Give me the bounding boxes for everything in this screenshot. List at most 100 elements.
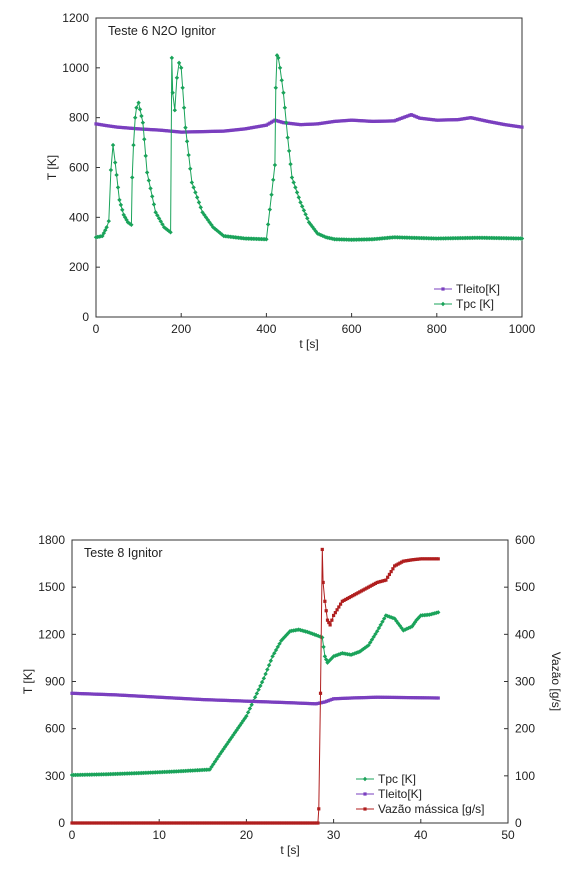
y2-tick-label: 500 — [515, 580, 535, 594]
data-point — [266, 662, 272, 668]
data-point — [338, 602, 343, 606]
data-point — [265, 667, 270, 672]
data-point — [70, 691, 74, 695]
data-point — [271, 177, 276, 183]
data-point — [380, 619, 385, 624]
data-point — [183, 821, 187, 825]
data-point — [286, 148, 292, 154]
data-point — [114, 172, 119, 178]
data-point — [277, 641, 282, 646]
data-point — [250, 699, 254, 703]
data-point — [398, 695, 402, 700]
data-point — [153, 128, 157, 132]
data-point — [401, 628, 406, 633]
data-point — [406, 696, 411, 700]
data-point — [286, 821, 290, 825]
data-point — [417, 557, 421, 561]
data-point — [417, 614, 422, 620]
data-point — [270, 700, 275, 704]
data-point — [251, 699, 255, 704]
data-point — [254, 691, 260, 696]
data-point — [186, 130, 190, 134]
data-point — [323, 599, 327, 603]
data-point — [403, 559, 407, 563]
data-point — [202, 821, 207, 825]
data-point — [122, 693, 126, 697]
data-point — [75, 821, 79, 825]
data-point — [366, 585, 371, 589]
data-point — [286, 701, 290, 705]
data-point — [386, 119, 390, 123]
data-point — [259, 124, 264, 128]
data-point — [381, 119, 385, 123]
data-point — [401, 559, 405, 563]
data-point — [119, 821, 123, 825]
data-point — [361, 119, 365, 123]
data-point — [288, 121, 292, 126]
data-point — [431, 696, 435, 700]
data-point — [197, 821, 201, 825]
data-point — [236, 127, 241, 132]
data-point — [105, 821, 109, 825]
data-point — [89, 821, 93, 825]
data-point — [284, 632, 289, 638]
data-point — [115, 185, 121, 190]
data-point — [150, 194, 155, 199]
data-point — [87, 821, 92, 825]
data-point — [370, 695, 374, 699]
data-point — [235, 128, 239, 132]
data-point — [77, 821, 81, 825]
data-point — [151, 202, 157, 207]
data-point — [352, 593, 357, 597]
data-point — [143, 153, 148, 159]
data-point — [175, 696, 179, 700]
data-point — [161, 128, 165, 133]
data-point — [229, 821, 233, 825]
data-point — [298, 627, 303, 633]
data-point — [185, 697, 189, 701]
data-point — [365, 695, 369, 700]
data-point — [105, 124, 109, 128]
data-point — [430, 117, 434, 122]
data-point — [422, 557, 426, 561]
data-point — [103, 123, 107, 127]
data-point — [209, 129, 213, 134]
data-point — [384, 578, 388, 582]
data-point — [413, 114, 417, 118]
data-point — [257, 821, 261, 825]
data-point — [164, 129, 169, 133]
data-point — [403, 695, 407, 700]
data-point — [179, 130, 183, 134]
data-point — [394, 118, 398, 122]
data-point — [265, 700, 269, 704]
data-point — [426, 557, 430, 561]
data-point — [296, 627, 301, 632]
data-point — [195, 821, 200, 825]
data-point — [127, 126, 131, 130]
data-point — [192, 130, 196, 134]
data-point — [202, 129, 206, 134]
data-point — [241, 699, 245, 703]
data-point — [86, 821, 90, 825]
data-point — [107, 821, 111, 825]
data-point — [511, 124, 516, 128]
data-point — [347, 696, 351, 700]
data-point — [99, 123, 103, 127]
data-point — [232, 821, 236, 825]
data-point — [216, 821, 221, 825]
data-point — [267, 700, 271, 704]
data-point — [204, 698, 208, 702]
data-point — [338, 119, 342, 123]
y-tick-label: 400 — [69, 210, 89, 224]
data-point — [494, 121, 499, 125]
data-point — [145, 127, 149, 131]
data-point — [496, 121, 500, 125]
data-point — [366, 643, 371, 648]
data-point — [261, 124, 265, 128]
data-point — [508, 123, 512, 127]
y2-tick-label: 0 — [515, 816, 522, 830]
data-point — [503, 123, 507, 127]
data-point — [222, 698, 226, 702]
data-point — [94, 821, 99, 825]
data-point — [145, 821, 149, 825]
